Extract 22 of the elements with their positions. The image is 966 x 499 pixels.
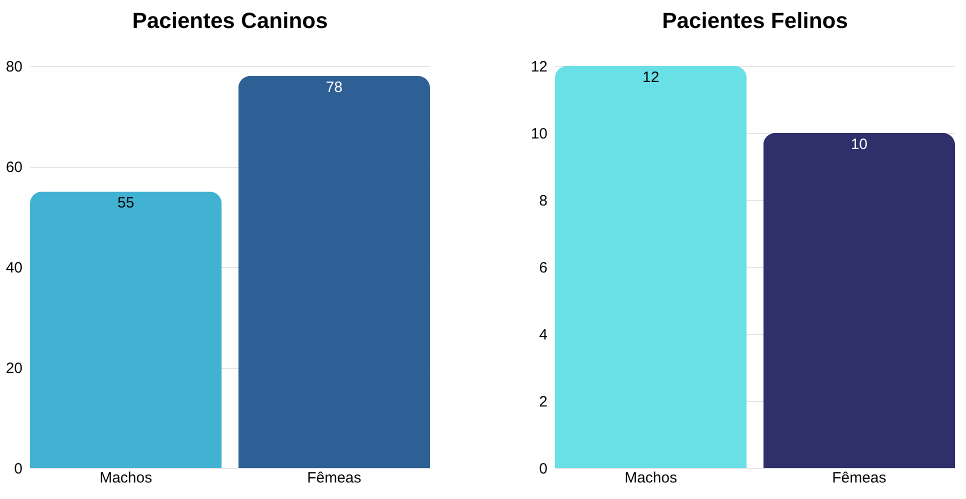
y-tick-label: 2: [539, 394, 548, 410]
y-tick-label: 20: [6, 360, 22, 377]
data-label: 78: [326, 79, 343, 96]
y-tick-label: 10: [530, 126, 548, 142]
data-label: 12: [642, 69, 660, 86]
y-tick-label: 0: [14, 460, 22, 478]
y-tick-label: 80: [6, 58, 22, 76]
y-tick-label: 4: [539, 326, 548, 344]
chart-title: Pacientes Felinos: [662, 8, 848, 33]
x-tick-label: Fêmeas: [832, 470, 886, 486]
x-tick-label: Machos: [100, 470, 152, 486]
data-label: 10: [850, 136, 868, 153]
x-tick-label: Machos: [624, 470, 678, 486]
y-tick-label: 60: [6, 159, 22, 176]
y-tick-label: 0: [539, 460, 548, 478]
chart-title: Pacientes Caninos: [132, 8, 328, 33]
y-tick-label: 12: [530, 58, 548, 76]
data-label: 55: [117, 194, 134, 212]
y-tick-label: 6: [539, 260, 548, 276]
y-tick-label: 8: [539, 192, 548, 210]
y-tick-label: 40: [6, 260, 22, 276]
x-tick-label: Fêmeas: [307, 470, 362, 486]
